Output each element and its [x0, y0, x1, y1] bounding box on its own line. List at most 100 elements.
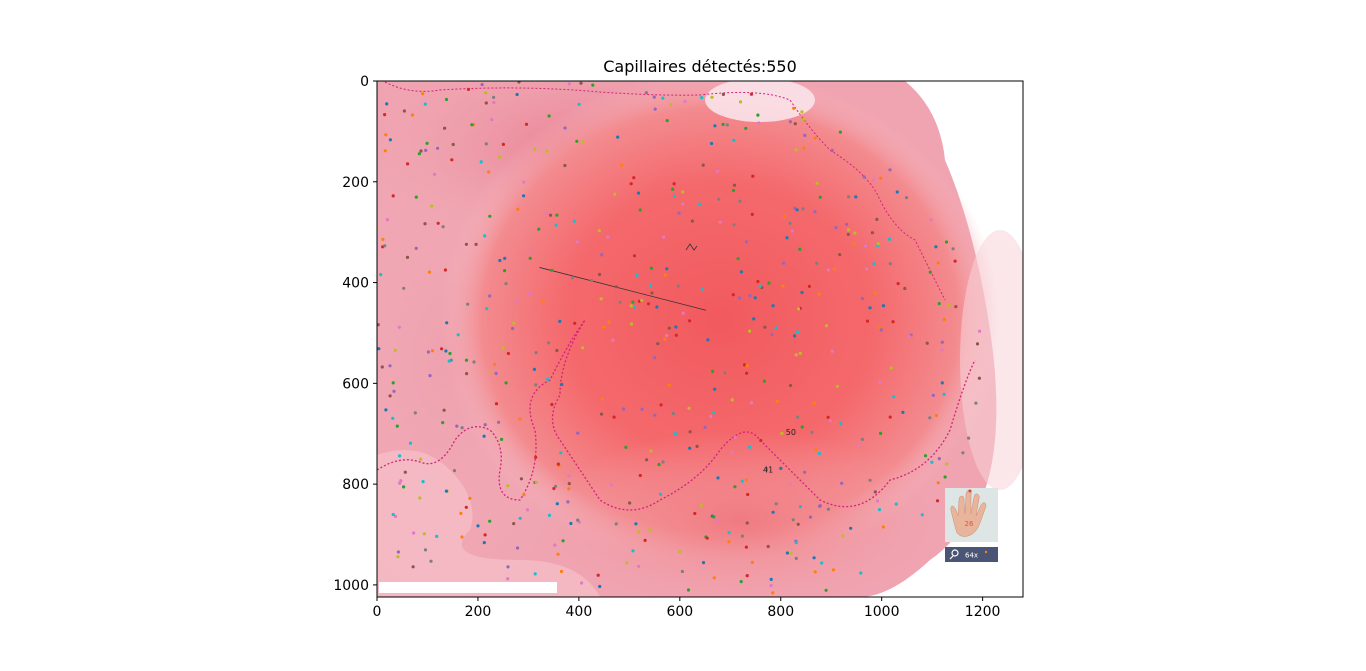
capillary-point — [888, 168, 892, 172]
capillary-point — [781, 284, 785, 288]
capillary-point — [835, 384, 839, 388]
capillary-point — [794, 556, 798, 561]
capillary-point — [653, 413, 657, 417]
capillary-point — [940, 381, 944, 385]
capillary-point — [602, 325, 606, 329]
capillary-point — [716, 169, 720, 173]
segmentation-contour-top — [384, 81, 946, 301]
capillary-point — [532, 367, 537, 371]
capillary-point — [455, 424, 459, 428]
capillary-point — [875, 499, 880, 503]
capillary-point — [872, 262, 876, 266]
capillary-point — [466, 302, 470, 306]
capillary-point — [484, 142, 488, 146]
capillary-point — [555, 502, 559, 506]
capillary-point — [868, 478, 872, 482]
capillary-point — [767, 281, 771, 285]
capillary-point — [419, 457, 423, 461]
axes-frame — [376, 80, 1024, 598]
capillary-point — [468, 496, 472, 500]
capillary-point — [928, 270, 932, 274]
capillary-point — [383, 244, 387, 248]
capillary-point — [402, 109, 406, 113]
chart-title: Capillaires détectés:550 — [603, 57, 797, 76]
scale-bar-strip — [379, 582, 557, 593]
capillary-point — [895, 190, 899, 194]
capillary-point — [634, 522, 638, 526]
capillary-point — [580, 581, 584, 585]
capillary-point — [447, 359, 451, 363]
x-tick-label: 600 — [666, 604, 693, 620]
capillary-point — [794, 353, 798, 357]
capillary-point — [937, 457, 941, 461]
capillary-point — [756, 113, 760, 117]
capillary-point — [563, 163, 567, 168]
capillary-point — [865, 319, 870, 323]
right-fade — [960, 230, 1023, 490]
capillary-point — [738, 199, 742, 203]
capillary-point — [931, 393, 935, 397]
capillary-point — [888, 415, 892, 419]
x-tick-label: 400 — [566, 604, 593, 620]
capillary-point — [482, 434, 486, 438]
capillary-point — [830, 148, 834, 153]
capillary-point — [833, 267, 837, 271]
capillary-point — [727, 540, 731, 544]
capillary-point — [845, 222, 849, 226]
capillary-point — [769, 583, 773, 588]
capillary-point — [445, 321, 449, 325]
capillary-point — [597, 272, 602, 277]
capillary-point — [555, 348, 559, 353]
capillary-point — [750, 212, 754, 216]
capillary-point — [923, 454, 928, 458]
capillary-point — [388, 364, 392, 368]
capillary-point — [712, 576, 716, 580]
capillary-point — [732, 138, 736, 142]
capillary-point — [795, 330, 800, 334]
capillary-point — [942, 392, 946, 396]
capillary-point — [391, 416, 395, 420]
capillary-point — [881, 525, 886, 529]
capillary-point — [737, 296, 742, 300]
capillary-point — [444, 97, 449, 102]
capillary-point — [813, 570, 817, 574]
capillary-point — [653, 107, 657, 111]
capillary-point — [534, 351, 538, 355]
capillary-point — [951, 247, 955, 251]
capillary-point — [878, 380, 882, 384]
capillary-point — [567, 474, 571, 478]
capillary-point — [665, 267, 669, 271]
capillary-point — [820, 561, 824, 565]
capillary-point — [493, 362, 497, 366]
capillary-point — [598, 584, 602, 589]
pale-region — [377, 450, 600, 597]
capillary-point — [553, 543, 557, 547]
capillary-point — [873, 291, 877, 295]
capillary-point — [482, 541, 486, 545]
capillary-point — [573, 321, 577, 325]
capillary-point — [800, 110, 804, 114]
capillary-point — [418, 496, 422, 500]
capillary-point — [576, 431, 580, 435]
capillary-point — [545, 149, 549, 153]
capillary-point — [738, 100, 743, 104]
capillary-point — [672, 194, 677, 198]
capillary-point — [556, 552, 560, 556]
capillary-point — [746, 492, 750, 497]
capillary-point — [645, 458, 649, 462]
capillary-point — [632, 176, 636, 180]
capillary-point — [524, 122, 529, 126]
capillary-point — [659, 403, 663, 407]
capillary-point — [661, 460, 665, 464]
capillary-point — [612, 415, 616, 419]
capillary-point — [483, 423, 487, 427]
capillary-point — [759, 438, 763, 443]
capillary-point — [779, 466, 783, 470]
capillary-point — [503, 269, 507, 273]
capillary-point — [567, 482, 571, 486]
capillary-point — [589, 278, 594, 283]
capillary-point — [712, 411, 716, 415]
capillary-point — [554, 223, 558, 227]
capillary-point — [785, 236, 789, 240]
y-tick-label: 600 — [342, 376, 369, 392]
